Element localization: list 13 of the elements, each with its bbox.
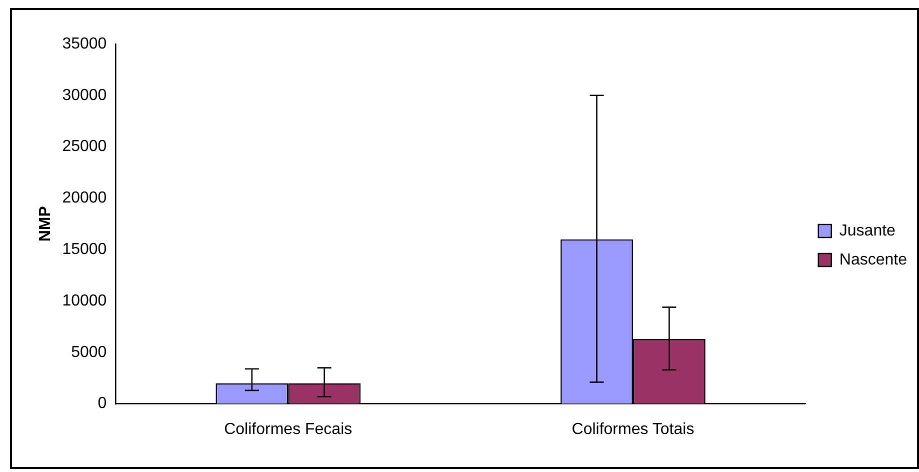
- y-tick-label: 30000: [62, 86, 107, 104]
- y-tick-label: 35000: [62, 35, 107, 52]
- y-axis-title: NMP: [37, 206, 54, 242]
- x-tick-label: Coliformes Fecais: [224, 420, 352, 438]
- y-tick-label: 10000: [62, 292, 107, 310]
- y-tick-label: 25000: [62, 138, 107, 156]
- legend-label: Jusante: [839, 222, 896, 240]
- y-tick-label: 15000: [62, 241, 107, 258]
- x-tick-label: Coliformes Totais: [572, 420, 694, 438]
- y-tick-label: 5000: [71, 344, 107, 361]
- y-tick-label: 20000: [62, 190, 107, 207]
- legend-label: Nascente: [839, 251, 908, 268]
- y-tick-label: 0: [98, 395, 107, 412]
